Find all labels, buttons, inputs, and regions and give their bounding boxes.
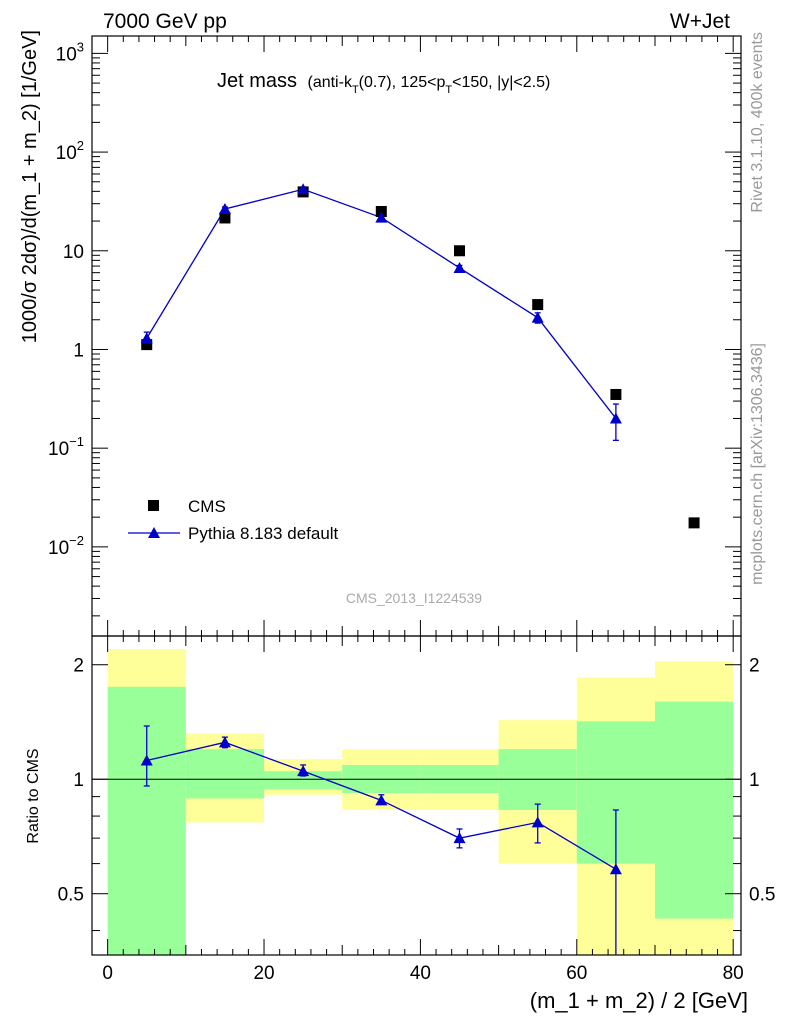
cms-point [375, 205, 387, 217]
x-tick-label-1: 20 [253, 963, 274, 984]
ratio-y-tick-label-right-2: 2 [749, 656, 760, 677]
ratio-mc-point [531, 816, 544, 828]
ratio-series [140, 725, 622, 955]
cms-point [141, 339, 153, 351]
ratio-y-tick-label-left-2: 2 [73, 656, 84, 677]
main-y-axis-label: 1000/σ 2dσ)/d(m_1 + m_2) [1/GeV] [19, 30, 41, 343]
cms-point [219, 212, 231, 224]
mc-point [609, 412, 622, 424]
ratio-mc-point [140, 754, 153, 766]
main-y-tick-base: 1 [73, 340, 84, 361]
legend: CMS Pythia 8.183 default [128, 497, 339, 543]
ratio-band-inner-1 [185, 749, 265, 799]
plot-title: Jet mass (anti-kT(0.7), 125<pT<150, |y|<… [217, 70, 550, 96]
mcplots-label: mcplots.cern.ch [arXiv:1306.3436] [749, 343, 766, 585]
ratio-y-axis-label: Ratio to CMS [25, 748, 42, 843]
mc-point [531, 311, 544, 323]
mc-point [218, 203, 231, 215]
ratio-mc-point [297, 765, 310, 777]
main-series [140, 183, 700, 529]
plot-labels: 7000 GeV pp W+Jet Jet mass (anti-kT(0.7)… [19, 10, 766, 1013]
main-y-tick-label-4: 102 [56, 138, 84, 164]
ratio-mc-point [218, 736, 231, 748]
main-y-tick-label-0: 10−2 [48, 533, 84, 559]
main-y-tick-label-5: 103 [56, 39, 84, 65]
main-y-tick-base: 10 [63, 242, 84, 263]
mc-point [140, 332, 153, 344]
plot-title-detail-2: (0.7), 125<p [359, 74, 446, 91]
x-tick-label-0: 0 [102, 963, 113, 984]
plot-title-detail-3: <150, |y|<2.5) [452, 74, 550, 91]
cms-point [532, 299, 544, 311]
ratio-panel-frame [91, 635, 742, 956]
legend-marker-mc [148, 527, 160, 538]
main-y-tick-base: 10 [48, 439, 69, 460]
x-tick-label-3: 60 [566, 963, 587, 984]
mc-point [375, 211, 388, 223]
cms-point [454, 245, 466, 257]
header-left: 7000 GeV pp [103, 10, 227, 33]
plot-title-sub-2: T [445, 84, 452, 96]
ratio-y-tick-label-left-0: 0.5 [58, 885, 84, 906]
plot-title-sub-1: T [352, 84, 359, 96]
main-y-tick-label-3: 10 [63, 242, 84, 263]
x-tick-label-2: 40 [410, 963, 431, 984]
legend-label-cms: CMS [188, 497, 226, 516]
legend-label-mc: Pythia 8.183 default [188, 524, 339, 543]
plot-title-main: Jet mass [217, 70, 297, 92]
cms-point [688, 517, 700, 529]
legend-marker-cms [148, 500, 159, 511]
ratio-y-tick-label-left-1: 1 [73, 770, 84, 791]
plot-title-detail-1: (anti-k [307, 74, 352, 91]
header-right: W+Jet [670, 10, 730, 33]
analysis-watermark: CMS_2013_I1224539 [346, 590, 482, 606]
main-y-tick-exponent: −1 [69, 434, 84, 449]
ratio-mc-point [453, 832, 466, 844]
main-y-tick-label-2: 1 [73, 340, 84, 361]
ratio-y-tick-label-right-0: 0.5 [749, 885, 775, 906]
main-panel-frame [91, 35, 742, 637]
mc-point [453, 261, 466, 273]
x-axis-label: (m_1 + m_2) / 2 [GeV] [530, 988, 748, 1013]
rivet-label: Rivet 3.1.10, 400k events [749, 32, 766, 213]
main-y-tick-label-1: 10−1 [48, 434, 84, 460]
ratio-band-inner-2 [264, 771, 343, 790]
ratio-band-inner-7 [654, 701, 734, 919]
ratio-mc-point [375, 794, 388, 806]
plot-frames [91, 35, 742, 956]
main-y-tick-exponent: 2 [77, 138, 84, 153]
main-y-tick-base: 10 [56, 44, 77, 65]
mc-point [297, 183, 310, 195]
ratio-mc-point [609, 863, 622, 875]
main-y-tick-exponent: −2 [69, 533, 84, 548]
main-y-tick-base: 10 [48, 538, 69, 559]
main-y-tick-base: 10 [56, 143, 77, 164]
main-y-tick-exponent: 3 [77, 39, 84, 54]
x-tick-label-4: 80 [723, 963, 744, 984]
ratio-uncertainty-bands [107, 648, 734, 955]
cms-point [610, 388, 622, 400]
mc-line [146, 188, 617, 419]
ratio-y-tick-label-right-1: 1 [749, 770, 760, 791]
